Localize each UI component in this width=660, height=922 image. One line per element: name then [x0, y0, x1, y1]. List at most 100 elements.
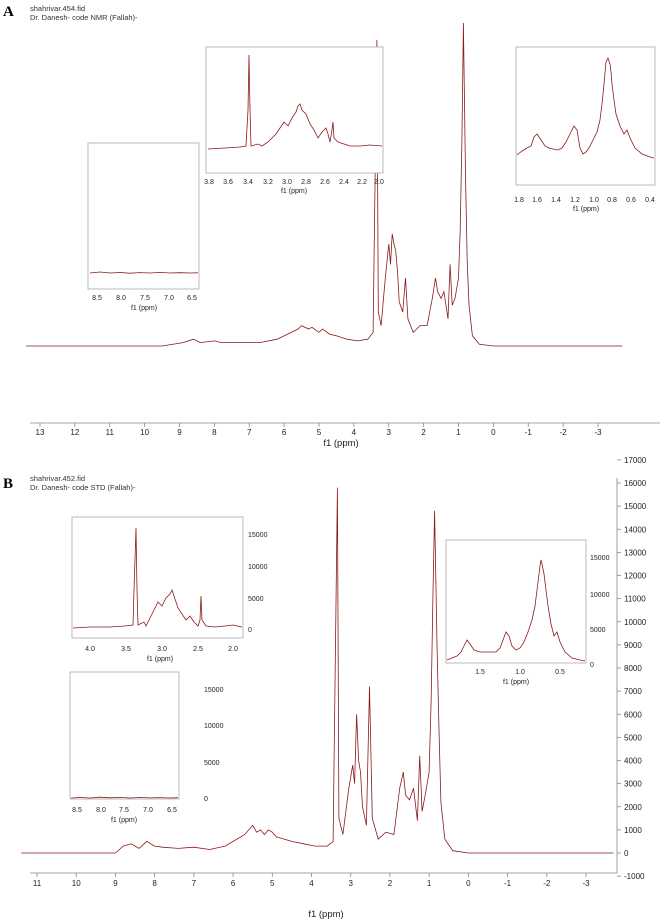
- y-tick-label: 11000: [624, 595, 646, 604]
- x-tick-label: 9: [177, 428, 182, 437]
- inset-tick: 15000: [590, 555, 610, 562]
- inset-tick: 7.0: [143, 807, 153, 814]
- panel-a-inset-aliphatic-x-label: f1 (ppm): [573, 206, 599, 213]
- panel-b-inset-mid-frame: [71, 516, 244, 639]
- panel-b-inset-aromatic-y-ticks: 15000 10000 5000 0: [204, 687, 224, 803]
- x-tick-label: 13: [36, 428, 45, 437]
- x-tick-label: -2: [543, 879, 551, 888]
- panel-a-inset-aliphatic-frame: [515, 46, 656, 186]
- x-tick-label: 7: [247, 428, 252, 437]
- panel-b-inset-mid-x-ticks: 4.0 3.5 3.0 2.5 2.0: [85, 646, 238, 653]
- x-tick-label: -1: [504, 879, 512, 888]
- inset-tick: 0.4: [645, 197, 655, 204]
- x-tick-label: 1: [427, 879, 432, 888]
- y-tick-label: 5000: [624, 733, 642, 742]
- x-tick-label: 10: [140, 428, 149, 437]
- inset-tick: 8.5: [72, 807, 82, 814]
- inset-tick: 3.0: [282, 179, 292, 186]
- panel-a-title: Dr. Danesh- code NMR (Fallah)-: [30, 13, 138, 22]
- x-tick-label: 9: [113, 879, 118, 888]
- inset-tick: 10000: [590, 592, 610, 599]
- y-tick-label: 10000: [624, 618, 647, 627]
- panel-b-letter: B: [3, 476, 13, 492]
- y-tick-label: 9000: [624, 641, 642, 650]
- inset-tick: 15000: [204, 687, 224, 694]
- panel-b: B shahrivar.452.fid Dr. Danesh- code STD…: [3, 456, 647, 920]
- y-tick-label: 17000: [624, 456, 647, 465]
- x-tick-label: 0: [491, 428, 496, 437]
- inset-tick: 2.6: [320, 179, 330, 186]
- y-tick-label: 6000: [624, 710, 642, 719]
- x-tick-label: 5: [317, 428, 322, 437]
- x-tick-label: 12: [70, 428, 79, 437]
- inset-tick: 2.8: [301, 179, 311, 186]
- x-tick-label: 8: [152, 879, 157, 888]
- panel-a-inset-mid: 3.8 3.6 3.4 3.2 3.0 2.8 2.6 2.4 2.2 2.0 …: [204, 46, 384, 195]
- x-tick-label: 3: [387, 428, 392, 437]
- panel-a-inset-mid-trace: [207, 54, 383, 150]
- panel-b-inset-aliphatic-frame: [445, 539, 587, 664]
- y-tick-label: 12000: [624, 572, 647, 581]
- inset-tick: 7.5: [119, 807, 129, 814]
- x-tick-label: 7: [192, 879, 197, 888]
- inset-tick: 1.2: [570, 197, 580, 204]
- x-tick-label: 2: [421, 428, 426, 437]
- y-tick-label: 2000: [624, 803, 642, 812]
- inset-tick: 1.4: [551, 197, 561, 204]
- inset-tick: 3.5: [121, 646, 131, 653]
- inset-tick: 0.8: [607, 197, 617, 204]
- inset-tick: 5000: [204, 760, 220, 767]
- x-tick-label: 2: [388, 879, 393, 888]
- inset-tick: 0: [204, 796, 208, 803]
- inset-tick: 2.5: [193, 646, 203, 653]
- inset-tick: 3.0: [157, 646, 167, 653]
- x-tick-label: 3: [348, 879, 353, 888]
- panel-b-inset-aliphatic: 1.5 1.0 0.5 15000 10000 5000 0 f1 (ppm): [445, 539, 610, 686]
- panel-a-x-label: f1 (ppm): [323, 438, 358, 449]
- x-tick-label: -3: [582, 879, 590, 888]
- y-tick-label: 3000: [624, 780, 642, 789]
- x-tick-label: -3: [594, 428, 602, 437]
- panel-a-x-ticks: 13 12 11 10 9 8 7 6 5 4 3 2 1 0 -1 -2 -3: [36, 423, 602, 437]
- y-tick-label: 1000: [624, 826, 642, 835]
- panel-b-inset-mid-x-label: f1 (ppm): [147, 656, 173, 663]
- panel-a-filename: shahrivar.454.fid: [30, 4, 85, 13]
- inset-tick: 1.6: [532, 197, 542, 204]
- inset-tick: 2.0: [228, 646, 238, 653]
- inset-tick: 8.0: [96, 807, 106, 814]
- panel-a-letter: A: [3, 4, 14, 20]
- inset-tick: 3.6: [223, 179, 233, 186]
- y-tick-label: 13000: [624, 548, 647, 557]
- panel-b-inset-aromatic-x-label: f1 (ppm): [111, 817, 137, 824]
- inset-tick: 3.8: [204, 179, 214, 186]
- x-tick-label: 4: [309, 879, 314, 888]
- inset-tick: 1.5: [475, 669, 485, 676]
- inset-tick: 2.2: [357, 179, 367, 186]
- panel-a-inset-mid-ticks: 3.8 3.6 3.4 3.2 3.0 2.8 2.6 2.4 2.2 2.0: [204, 179, 384, 186]
- panel-a-inset-aromatic-frame: [87, 142, 200, 290]
- panel-a-inset-aromatic: 8.5 8.0 7.5 7.0 6.5 f1 (ppm): [87, 142, 200, 312]
- y-tick-label: 15000: [624, 502, 647, 511]
- y-tick-label: 16000: [624, 479, 647, 488]
- x-tick-label: 0: [466, 879, 471, 888]
- x-tick-label: 6: [282, 428, 287, 437]
- x-tick-label: 10: [72, 879, 81, 888]
- panel-b-inset-aliphatic-trace: [446, 559, 586, 662]
- inset-tick: 7.5: [140, 295, 150, 302]
- inset-tick: 8.5: [92, 295, 102, 302]
- panel-b-inset-mid-y-ticks: 15000 10000 5000 0: [248, 532, 268, 634]
- y-tick-label: 8000: [624, 664, 642, 673]
- inset-tick: 7.0: [164, 295, 174, 302]
- inset-tick: 0: [248, 627, 252, 634]
- x-tick-label: 1: [456, 428, 461, 437]
- inset-tick: 10000: [204, 723, 224, 730]
- x-tick-label: -1: [525, 428, 533, 437]
- panel-a-inset-aliphatic-trace: [516, 56, 655, 159]
- inset-tick: 5000: [248, 596, 264, 603]
- panel-b-filename: shahrivar.452.fid: [30, 474, 85, 483]
- panel-b-x-label: f1 (ppm): [308, 909, 343, 920]
- x-tick-label: 11: [33, 879, 42, 888]
- panel-b-inset-aromatic: 8.5 8.0 7.5 7.0 6.5 15000 10000 5000 0 f…: [69, 671, 224, 824]
- inset-tick: 5000: [590, 627, 606, 634]
